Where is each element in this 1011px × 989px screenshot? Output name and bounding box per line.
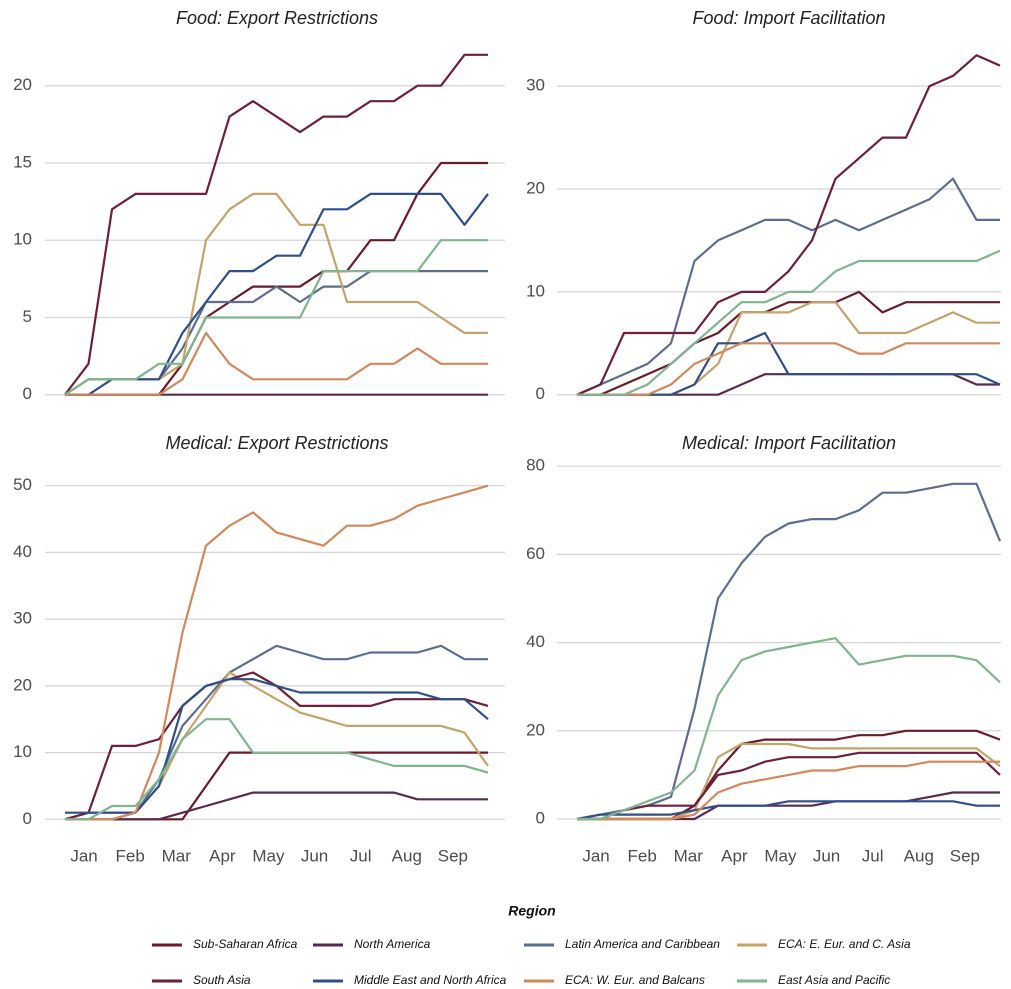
legend-label: North America	[354, 937, 431, 951]
legend-label: Sub-Saharan Africa	[193, 937, 298, 951]
y-tick-label: 10	[526, 281, 545, 300]
legend-label: Latin America and Caribbean	[565, 937, 720, 951]
x-tick-label: Mar	[674, 846, 704, 865]
series-line	[65, 484, 489, 821]
y-tick-label: 10	[13, 742, 32, 761]
y-tick-label: 0	[23, 384, 32, 403]
y-tick-label: 0	[536, 808, 545, 827]
series-line	[64, 53, 488, 396]
x-tick-label: Apr	[209, 846, 236, 865]
series-line	[576, 800, 1000, 821]
legend-label: ECA: W. Eur. and Balcans	[565, 973, 705, 987]
y-tick-label: 0	[536, 384, 545, 403]
x-tick-label: Jan	[70, 846, 97, 865]
x-tick-label: May	[764, 846, 797, 865]
y-tick-label: 40	[526, 632, 545, 651]
series-line	[65, 331, 488, 396]
x-tick-label: Jul	[350, 846, 372, 865]
y-tick-label: 40	[13, 542, 32, 561]
legend-label: ECA: E. Eur. and C. Asia	[778, 937, 911, 951]
series-line	[65, 718, 489, 821]
y-tick-label: 15	[13, 152, 32, 171]
x-tick-label: Jan	[582, 846, 609, 865]
x-tick-label: Mar	[162, 846, 192, 865]
series-line	[577, 342, 1000, 396]
x-tick-label: Aug	[904, 846, 934, 865]
x-tick-label: May	[252, 846, 285, 865]
x-tick-label: Jun	[813, 846, 840, 865]
legend-label: Middle East and North Africa	[354, 973, 507, 987]
x-tick-label: Apr	[721, 846, 748, 865]
panel-title: Medical: Import Facilitation	[682, 433, 896, 453]
x-tick-label: Sep	[950, 846, 980, 865]
x-tick-label: Jun	[301, 846, 328, 865]
y-tick-label: 20	[13, 675, 32, 694]
series-line	[64, 270, 488, 396]
y-tick-label: 20	[526, 720, 545, 739]
y-tick-label: 5	[23, 307, 32, 326]
series-line	[64, 239, 488, 396]
series-line	[576, 482, 1002, 821]
y-tick-label: 20	[13, 75, 32, 94]
series-line	[65, 751, 488, 821]
series-line	[577, 637, 1001, 821]
y-tick-label: 20	[526, 178, 545, 197]
x-tick-label: Aug	[392, 846, 422, 865]
x-tick-label: Feb	[115, 846, 144, 865]
y-tick-label: 60	[526, 544, 545, 563]
series-line	[576, 177, 1000, 396]
legend-label: East Asia and Pacific	[778, 973, 890, 987]
legend-label: South Asia	[193, 973, 251, 987]
panel-title: Food: Export Restrictions	[176, 8, 378, 28]
x-tick-label: Sep	[438, 846, 468, 865]
series-line	[577, 760, 1000, 821]
y-tick-label: 80	[526, 456, 545, 475]
series-line	[577, 751, 1001, 821]
series-line	[65, 192, 489, 396]
series-line	[577, 249, 1001, 396]
y-tick-label: 10	[13, 230, 32, 249]
panel-title: Food: Import Facilitation	[692, 8, 885, 28]
y-tick-label: 30	[526, 76, 545, 95]
series-line	[576, 54, 1001, 396]
panel-title: Medical: Export Restrictions	[165, 433, 388, 453]
series-line	[64, 192, 488, 396]
series-line	[65, 791, 488, 821]
x-tick-label: Feb	[627, 846, 656, 865]
x-tick-label: Jul	[862, 846, 884, 865]
series-line	[577, 290, 1000, 396]
y-tick-label: 0	[23, 809, 32, 828]
legend-title: Region	[508, 903, 555, 919]
y-tick-label: 50	[13, 475, 32, 494]
series-line	[577, 301, 1000, 396]
y-tick-label: 30	[13, 609, 32, 628]
